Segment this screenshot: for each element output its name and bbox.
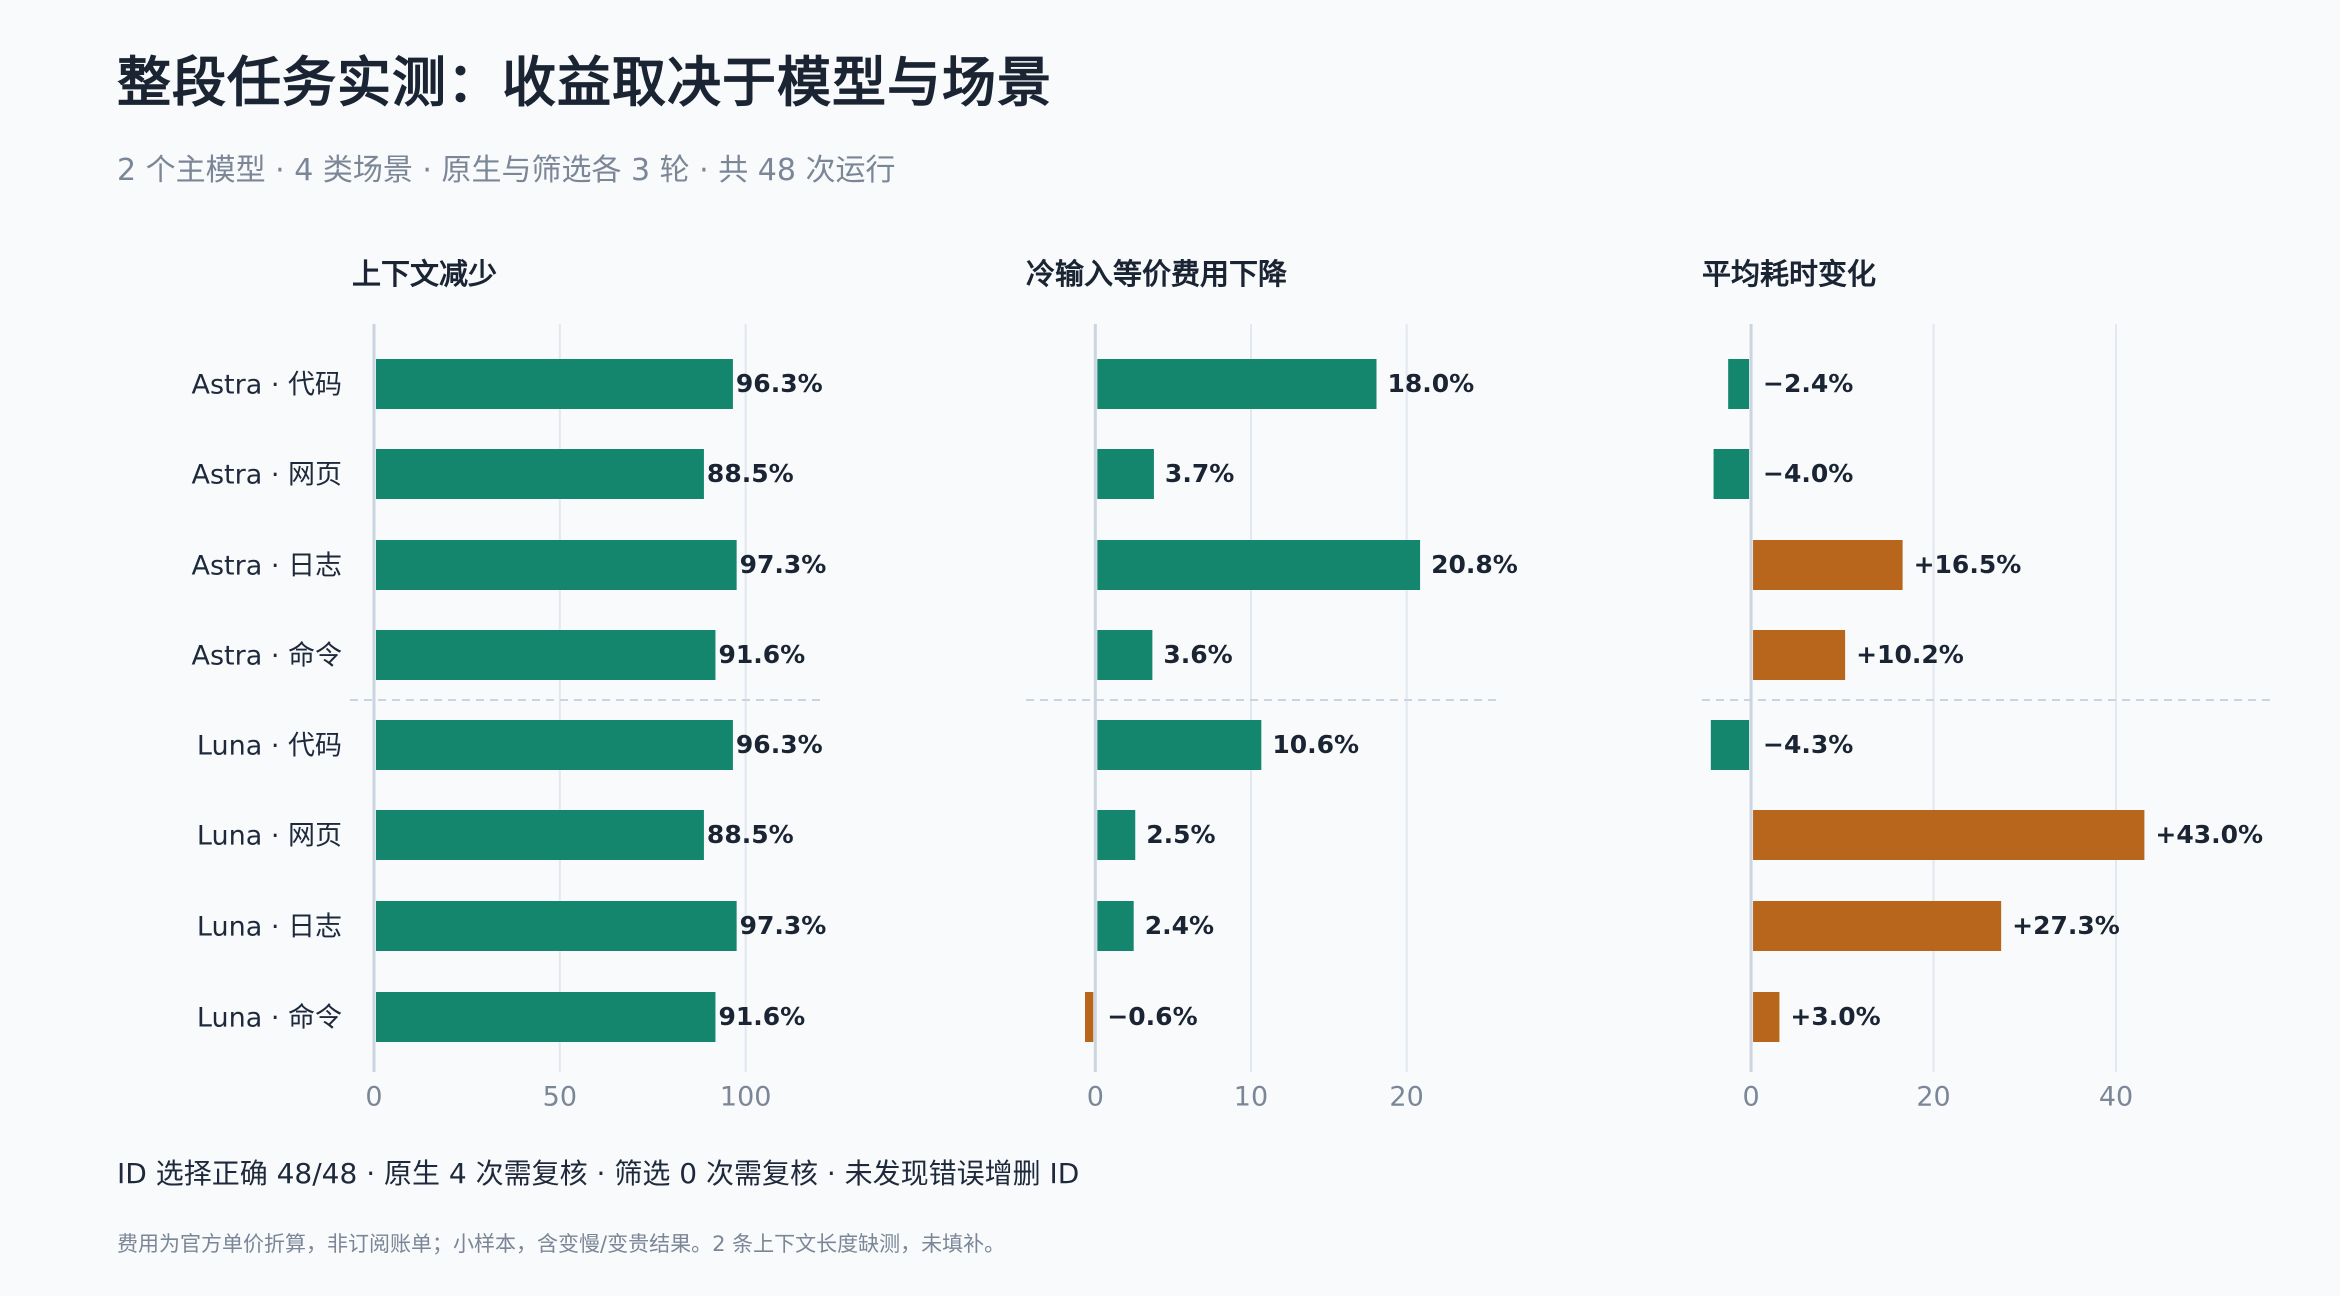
bar-chart-panels: Astra · 代码 Astra · 网页 Astra · 日志 Astra · 命令…: [191, 257, 2270, 1113]
bar: [1097, 359, 1377, 409]
bar: [376, 901, 737, 951]
value-label: −2.4%: [1763, 369, 1853, 398]
value-label: 88.5%: [707, 459, 794, 488]
value-label: 96.3%: [736, 369, 823, 398]
value-label: +16.5%: [1914, 550, 2022, 579]
category-label: Astra · 日志: [191, 551, 342, 582]
value-label: +3.0%: [1790, 1002, 1880, 1031]
bar: [1710, 720, 1750, 770]
bar: [376, 630, 716, 680]
category-label: Astra · 命令: [191, 641, 342, 672]
value-label: +10.2%: [1856, 640, 1964, 669]
value-label: 18.0%: [1387, 369, 1474, 398]
bar: [376, 449, 704, 499]
bar: [1753, 540, 1903, 590]
tick-label: 20: [1389, 1082, 1423, 1113]
value-label: −0.6%: [1107, 1002, 1197, 1031]
value-label: 2.5%: [1146, 820, 1215, 849]
panel-title: 冷输入等价费用下降: [1026, 257, 1288, 291]
tick-label: 10: [1234, 1082, 1268, 1113]
value-label: 97.3%: [740, 550, 827, 579]
bar: [376, 810, 704, 860]
tick-label: 0: [1742, 1082, 1759, 1113]
bar: [1753, 810, 2145, 860]
bar: [1713, 449, 1750, 499]
value-label: 88.5%: [707, 820, 794, 849]
value-label: 2.4%: [1145, 911, 1214, 940]
tick-label: 40: [2099, 1082, 2133, 1113]
bar: [1085, 992, 1094, 1042]
tick-label: 50: [543, 1082, 577, 1113]
bar: [376, 720, 733, 770]
bar: [1753, 992, 1780, 1042]
bar: [1097, 449, 1154, 499]
tick-label: 20: [1916, 1082, 1950, 1113]
category-label: Luna · 日志: [197, 912, 342, 943]
bar: [1728, 359, 1750, 409]
value-label: −4.3%: [1763, 730, 1853, 759]
bar: [1753, 901, 2002, 951]
category-label: Astra · 代码: [191, 370, 342, 401]
value-label: 3.6%: [1163, 640, 1232, 669]
page-title: 整段任务实测：收益取决于模型与场景: [117, 51, 1052, 114]
category-label: Luna · 代码: [197, 731, 342, 762]
category-label: Luna · 网页: [197, 821, 342, 852]
value-label: 96.3%: [736, 730, 823, 759]
tick-label: 0: [1087, 1082, 1104, 1113]
value-label: +43.0%: [2155, 820, 2263, 849]
bar: [376, 359, 733, 409]
bar: [376, 992, 716, 1042]
panel-title: 上下文减少: [352, 257, 497, 291]
bar: [376, 540, 737, 590]
bar: [1753, 630, 1846, 680]
value-label: 91.6%: [718, 1002, 805, 1031]
value-label: 97.3%: [740, 911, 827, 940]
value-label: +27.3%: [2012, 911, 2120, 940]
value-label: 91.6%: [718, 640, 805, 669]
footer-note: 费用为官方单价折算，非订阅账单；小样本，含变慢/变贵结果。2 条上下文长度缺测，…: [117, 1232, 1006, 1256]
panel-title: 平均耗时变化: [1702, 257, 1876, 291]
bar: [1097, 810, 1136, 860]
tick-label: 100: [720, 1082, 772, 1113]
bar: [1097, 540, 1421, 590]
page-subtitle: 2 个主模型 · 4 类场景 · 原生与筛选各 3 轮 · 共 48 次运行: [117, 153, 896, 188]
category-label: Luna · 命令: [197, 1003, 342, 1034]
bar: [1097, 630, 1153, 680]
category-label: Astra · 网页: [191, 460, 342, 491]
bar: [1097, 901, 1134, 951]
value-label: 10.6%: [1272, 730, 1359, 759]
bar: [1097, 720, 1262, 770]
tick-label: 0: [365, 1082, 382, 1113]
value-label: 20.8%: [1431, 550, 1518, 579]
value-label: 3.7%: [1165, 459, 1234, 488]
value-label: −4.0%: [1763, 459, 1853, 488]
footer-summary: ID 选择正确 48/48 · 原生 4 次需复核 · 筛选 0 次需复核 · …: [117, 1157, 1080, 1190]
